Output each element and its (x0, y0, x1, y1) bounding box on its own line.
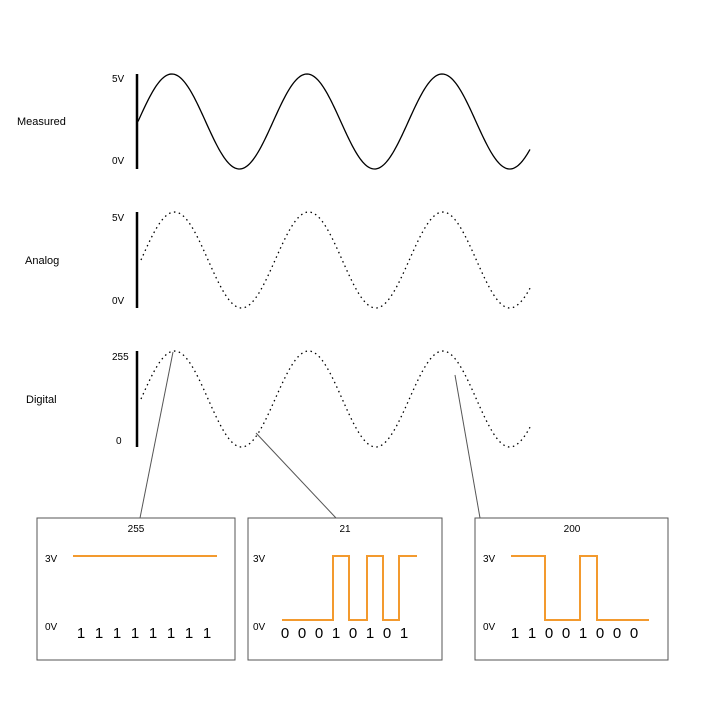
panel-value: 21 (339, 524, 351, 535)
analog-label: Analog (25, 255, 59, 267)
analog-row: Analog 5V 0V (25, 211, 531, 309)
panel-frame (247, 517, 443, 661)
bit-digit: 0 (596, 625, 604, 642)
bit-sequence: 0 0 0 1 0 1 0 1 (281, 625, 408, 642)
bit-digit: 1 (579, 625, 587, 642)
bit-digit: 0 (349, 625, 357, 642)
bit-digit: 0 (630, 625, 638, 642)
connector-line (454, 374, 481, 519)
panel-high-label: 3V (483, 554, 496, 565)
panel-frame (36, 517, 236, 661)
bit-digit: 1 (400, 625, 408, 642)
measured-label: Measured (17, 116, 66, 128)
digital-waveform (140, 350, 531, 448)
connector-line (139, 351, 174, 519)
bit-digit: 1 (332, 625, 340, 642)
analog-waveform (140, 211, 531, 309)
bit-digit: 0 (545, 625, 553, 642)
digital-max-label: 255 (112, 352, 129, 363)
bit-digit: 1 (149, 625, 157, 642)
panel-value: 255 (128, 524, 145, 535)
bit-digit: 1 (131, 625, 139, 642)
bit-digit: 0 (281, 625, 289, 642)
panel-value: 200 (564, 524, 581, 535)
bit-digit: 1 (366, 625, 374, 642)
bit-digit: 1 (511, 625, 519, 642)
bit-digit: 0 (383, 625, 391, 642)
bit-digit: 1 (185, 625, 193, 642)
sample-panel: 21 3V 0V 0 0 0 1 0 1 0 1 (247, 517, 443, 661)
bit-digit: 1 (113, 625, 121, 642)
measured-row: Measured 5V 0V (17, 73, 531, 170)
bit-digit: 1 (167, 625, 175, 642)
bit-signal (511, 555, 649, 621)
panel-low-label: 0V (483, 622, 496, 633)
measured-max-label: 5V (112, 74, 125, 85)
connectors (139, 351, 481, 519)
bit-digit: 1 (95, 625, 103, 642)
panel-frame (474, 517, 669, 661)
panel-high-label: 3V (45, 554, 58, 565)
sample-panel: 255 3V 0V 1 1 1 1 1 1 1 1 (36, 517, 236, 661)
bit-sequence: 1 1 0 0 1 0 0 0 (511, 625, 638, 642)
bit-signal (282, 555, 417, 621)
analog-max-label: 5V (112, 213, 125, 224)
bit-sequence: 1 1 1 1 1 1 1 1 (77, 625, 211, 642)
bit-digit: 0 (562, 625, 570, 642)
measured-waveform (137, 73, 531, 170)
panel-low-label: 0V (253, 622, 266, 633)
sample-panel: 200 3V 0V 1 1 0 0 1 0 0 0 (474, 517, 669, 661)
panel-high-label: 3V (253, 554, 266, 565)
bit-digit: 0 (613, 625, 621, 642)
bit-digit: 1 (77, 625, 85, 642)
digital-row: Digital 255 0 (26, 350, 531, 448)
digital-label: Digital (26, 394, 57, 406)
analog-min-label: 0V (112, 296, 125, 307)
connector-line (255, 432, 337, 519)
bit-digit: 0 (298, 625, 306, 642)
bit-digit: 0 (315, 625, 323, 642)
bit-digit: 1 (203, 625, 211, 642)
bit-digit: 1 (528, 625, 536, 642)
digital-min-label: 0 (116, 436, 122, 447)
measured-min-label: 0V (112, 156, 125, 167)
panel-low-label: 0V (45, 622, 58, 633)
